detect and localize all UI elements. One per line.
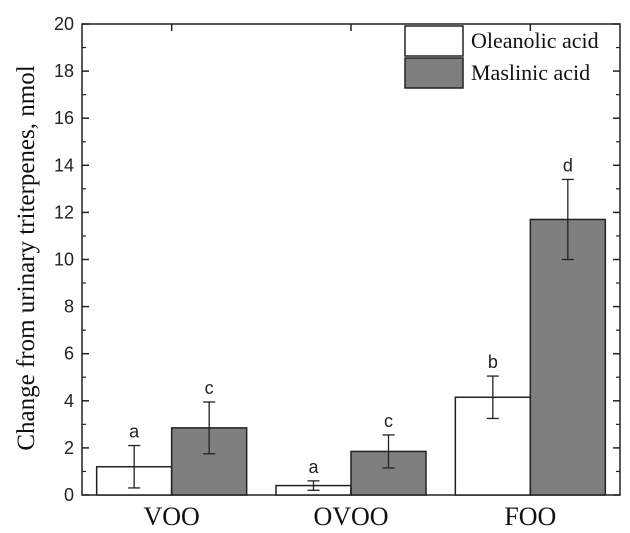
significance-letter: a — [129, 422, 140, 442]
significance-letter: d — [563, 155, 573, 175]
y-tick-label: 0 — [64, 485, 74, 505]
y-tick-label: 6 — [64, 344, 74, 364]
error-bars: a c a c b d — [128, 155, 574, 491]
legend-entry: Oleanolic acid — [471, 28, 599, 53]
y-tick-label: 14 — [54, 155, 74, 175]
legend-swatch — [404, 57, 464, 89]
bar-maslinic — [529, 218, 607, 496]
x-category-label: VOO — [143, 502, 199, 531]
bar-oleanolic — [454, 396, 532, 496]
legend-swatch — [404, 25, 464, 57]
y-tick-label: 12 — [54, 202, 74, 222]
legend-entry: Maslinic acid — [471, 60, 590, 85]
significance-letter: c — [384, 411, 393, 431]
y-tick-label: 20 — [54, 14, 74, 34]
legend: Oleanolic acid Maslinic acid — [404, 25, 599, 89]
bars — [95, 218, 607, 496]
y-tick-label: 8 — [64, 297, 74, 317]
y-tick-label: 18 — [54, 61, 74, 81]
x-category-label: OVOO — [313, 502, 388, 531]
significance-letter: c — [205, 378, 214, 398]
axes: 0 2 4 6 8 10 12 14 16 18 20 VOO OVOO FOO — [54, 14, 620, 531]
y-tick-label: 16 — [54, 108, 74, 128]
y-tick-label: 10 — [54, 250, 74, 270]
y-tick-label: 4 — [64, 391, 74, 411]
y-axis-label: Change from urinary triterpenes, nmol — [13, 65, 40, 450]
significance-letter: b — [488, 352, 498, 372]
x-category-label: FOO — [504, 502, 556, 531]
y-tick-label: 2 — [64, 438, 74, 458]
significance-letter: a — [308, 457, 319, 477]
